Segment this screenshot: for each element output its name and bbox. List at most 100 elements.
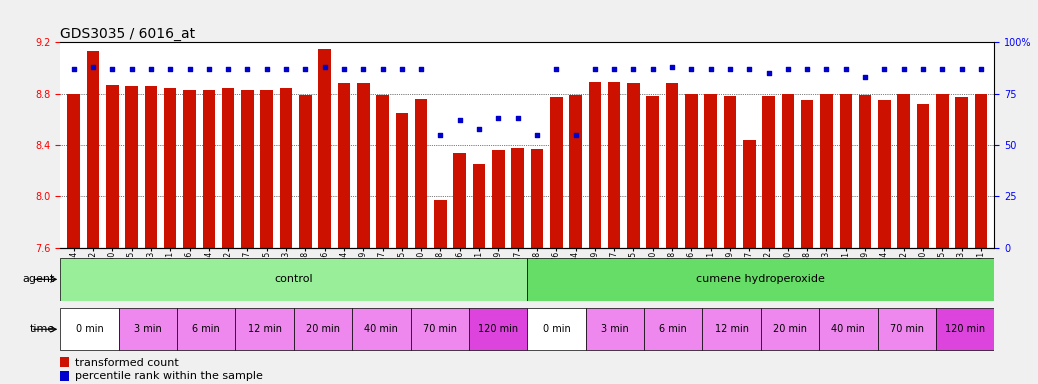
FancyBboxPatch shape <box>703 308 761 351</box>
Bar <box>184 90 196 248</box>
Bar <box>126 86 138 248</box>
Bar <box>840 94 852 248</box>
Bar <box>512 147 524 248</box>
Point <box>953 66 969 72</box>
Text: 3 min: 3 min <box>134 324 162 334</box>
Text: GDS3035 / 6016_at: GDS3035 / 6016_at <box>60 27 195 41</box>
Point <box>780 66 796 72</box>
Bar <box>530 149 543 248</box>
Text: 40 min: 40 min <box>364 324 399 334</box>
Bar <box>222 88 235 248</box>
Bar <box>550 98 563 248</box>
Text: percentile rank within the sample: percentile rank within the sample <box>75 371 263 381</box>
FancyBboxPatch shape <box>118 308 176 351</box>
Bar <box>434 200 446 248</box>
Point <box>645 66 661 72</box>
Point <box>471 126 488 132</box>
Bar <box>743 140 756 248</box>
Point <box>741 66 758 72</box>
FancyBboxPatch shape <box>644 308 703 351</box>
Bar <box>762 96 774 248</box>
Point <box>393 66 410 72</box>
Point <box>200 66 217 72</box>
Bar <box>801 100 814 248</box>
Bar <box>472 164 486 248</box>
Point <box>683 66 700 72</box>
Bar <box>723 96 736 248</box>
Bar <box>917 104 929 248</box>
Point <box>548 66 565 72</box>
Bar <box>975 94 987 248</box>
Bar <box>492 150 504 248</box>
Point <box>65 66 82 72</box>
Text: 6 min: 6 min <box>192 324 220 334</box>
Point <box>375 66 391 72</box>
Bar <box>164 88 176 248</box>
Text: agent: agent <box>23 274 55 285</box>
Text: transformed count: transformed count <box>75 358 179 368</box>
Bar <box>608 82 621 248</box>
Text: 0 min: 0 min <box>543 324 570 334</box>
FancyBboxPatch shape <box>761 308 819 351</box>
Text: 20 min: 20 min <box>773 324 808 334</box>
Text: 12 min: 12 min <box>247 324 281 334</box>
Point <box>625 66 641 72</box>
Bar <box>454 153 466 248</box>
Text: control: control <box>274 274 313 285</box>
Point <box>721 66 738 72</box>
Bar <box>820 94 832 248</box>
FancyBboxPatch shape <box>60 308 118 351</box>
Bar <box>955 98 967 248</box>
Point <box>663 64 680 70</box>
Point <box>528 132 545 138</box>
Point <box>297 66 313 72</box>
FancyBboxPatch shape <box>469 308 527 351</box>
Point <box>317 64 333 70</box>
Point <box>586 66 603 72</box>
Bar <box>647 96 659 248</box>
Point <box>799 66 816 72</box>
Point <box>452 117 468 123</box>
Bar <box>376 95 389 248</box>
Text: 70 min: 70 min <box>890 324 924 334</box>
Point <box>896 66 912 72</box>
Text: 120 min: 120 min <box>479 324 518 334</box>
Bar <box>337 83 350 248</box>
FancyBboxPatch shape <box>877 308 936 351</box>
Point <box>490 115 507 121</box>
Point <box>142 66 159 72</box>
Bar <box>106 84 118 248</box>
Point <box>413 66 430 72</box>
Bar <box>705 94 717 248</box>
Point <box>220 66 237 72</box>
Bar <box>782 94 794 248</box>
Point <box>258 66 275 72</box>
Point <box>567 132 583 138</box>
Text: time: time <box>30 324 55 334</box>
Point <box>510 115 526 121</box>
Point <box>876 66 893 72</box>
Bar <box>569 95 582 248</box>
Bar <box>685 94 698 248</box>
Bar <box>261 90 273 248</box>
FancyBboxPatch shape <box>60 258 527 301</box>
Point <box>335 66 352 72</box>
FancyBboxPatch shape <box>411 308 469 351</box>
Bar <box>67 94 80 248</box>
FancyBboxPatch shape <box>352 308 411 351</box>
Bar <box>202 90 215 248</box>
Text: 120 min: 120 min <box>946 324 985 334</box>
Point <box>914 66 931 72</box>
Text: 6 min: 6 min <box>659 324 687 334</box>
Point <box>355 66 372 72</box>
FancyBboxPatch shape <box>819 308 877 351</box>
Bar <box>280 88 293 248</box>
FancyBboxPatch shape <box>236 308 294 351</box>
Point <box>278 66 295 72</box>
Bar <box>357 83 370 248</box>
Point <box>856 74 873 80</box>
FancyBboxPatch shape <box>176 308 236 351</box>
Point <box>182 66 198 72</box>
FancyBboxPatch shape <box>294 308 352 351</box>
Point <box>838 66 854 72</box>
